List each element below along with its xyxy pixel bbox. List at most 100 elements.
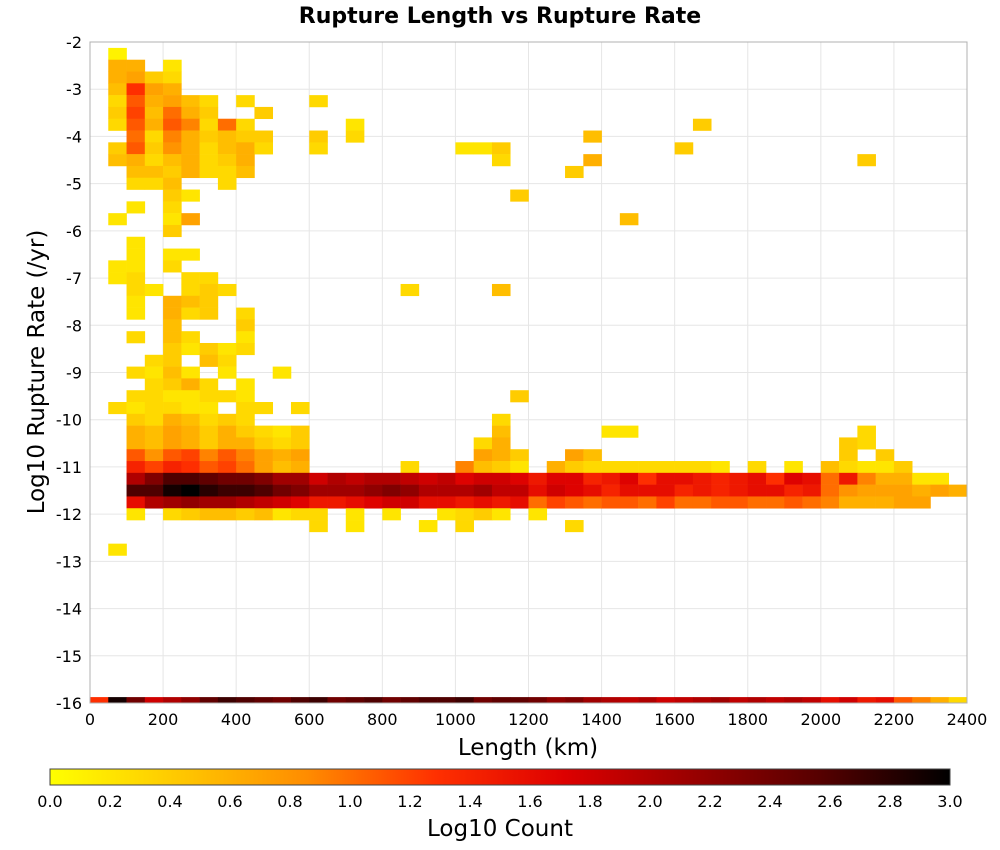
heatmap-cell — [163, 390, 182, 403]
heatmap-cell — [126, 154, 146, 167]
heatmap-cell — [144, 165, 164, 179]
heatmap-cell — [272, 461, 292, 474]
heatmap-cell — [473, 484, 493, 497]
heatmap-cell — [802, 496, 822, 509]
heatmap-cell — [217, 165, 237, 179]
heatmap-cell — [638, 461, 657, 474]
heatmap-cell — [144, 449, 164, 462]
heatmap-cell — [236, 342, 255, 356]
heatmap-cell — [108, 697, 127, 704]
heatmap-cell — [199, 165, 219, 179]
heatmap-cell — [236, 437, 255, 450]
heatmap-cell — [254, 130, 274, 143]
heatmap-cell — [601, 425, 621, 438]
heatmap-cell — [126, 118, 146, 131]
colorbar-tick-label: 1.6 — [517, 792, 542, 811]
heatmap-cell — [674, 472, 694, 485]
x-tick-label: 400 — [221, 710, 252, 729]
colorbar-tick-label: 0.6 — [217, 792, 242, 811]
heatmap-cell — [163, 449, 182, 462]
heatmap-cell — [144, 177, 164, 190]
heatmap-cell — [455, 508, 474, 521]
heatmap-cell — [309, 472, 328, 485]
heatmap-cell — [619, 484, 639, 497]
heatmap-cell — [711, 484, 730, 497]
heatmap-cell — [181, 154, 200, 167]
colorbar-tick-label: 3.0 — [937, 792, 962, 811]
heatmap-cell — [565, 484, 584, 497]
heatmap-cell — [583, 484, 602, 497]
heatmap-cell — [217, 461, 237, 474]
heatmap-cell — [163, 307, 182, 320]
heatmap-cell — [163, 413, 182, 426]
heatmap-cell — [290, 461, 310, 474]
x-tick-label: 0 — [85, 710, 95, 729]
heatmap-cell — [144, 496, 164, 509]
heatmap-cell — [181, 437, 200, 450]
heatmap-cell — [108, 59, 127, 72]
heatmap-cell — [364, 472, 383, 485]
colorbar-tick-label: 2.6 — [817, 792, 842, 811]
colorbar-tick-label: 2.8 — [877, 792, 902, 811]
heatmap-cell — [674, 461, 694, 474]
heatmap-cell — [199, 425, 219, 438]
heatmap-cell — [619, 472, 639, 485]
heatmap-cell — [546, 461, 566, 474]
heatmap-cell — [345, 130, 365, 143]
heatmap-cell — [236, 496, 255, 509]
heatmap-cell — [217, 472, 237, 485]
heatmap-cell — [108, 118, 127, 131]
heatmap-cell — [254, 449, 274, 462]
heatmap-cell — [199, 484, 219, 497]
heatmap-cell — [199, 342, 219, 356]
heatmap-cell — [181, 484, 200, 497]
heatmap-cell — [272, 472, 292, 485]
heatmap-cell — [601, 484, 621, 497]
heatmap-cell — [601, 461, 621, 474]
heatmap-cell — [473, 496, 493, 509]
heatmap-cell — [400, 461, 420, 474]
heatmap-cell — [163, 354, 182, 367]
heatmap-cell — [126, 272, 146, 285]
heatmap-cell — [236, 449, 255, 462]
heatmap-cell — [309, 95, 328, 108]
heatmap-cell — [510, 461, 529, 474]
heatmap-cell — [236, 697, 255, 704]
heatmap-cell — [217, 449, 237, 462]
heatmap-cell — [144, 154, 164, 167]
y-tick-label: -11 — [56, 458, 82, 477]
heatmap-cell — [163, 83, 182, 96]
heatmap-cell — [784, 484, 803, 497]
heatmap-cell — [345, 118, 365, 131]
heatmap-cell — [528, 472, 548, 485]
heatmap-cell — [217, 437, 237, 450]
heatmap-cell — [802, 484, 822, 497]
heatmap-cell — [126, 461, 146, 474]
heatmap-cell — [126, 59, 146, 72]
heatmap-cell — [912, 496, 931, 509]
heatmap-cell — [199, 697, 219, 704]
heatmap-cell — [181, 461, 200, 474]
y-tick-label: -4 — [66, 127, 82, 146]
y-tick-label: -10 — [56, 411, 82, 430]
heatmap-cell — [126, 425, 146, 438]
heatmap-cell — [619, 697, 639, 704]
heatmap-cell — [272, 437, 292, 450]
heatmap-cell — [857, 496, 876, 509]
heatmap-cell — [272, 508, 292, 521]
heatmap-cell — [510, 390, 529, 403]
heatmap-cell — [163, 461, 182, 474]
heatmap-cell — [309, 508, 328, 521]
heatmap-cell — [491, 413, 511, 426]
colorbar-tick-label: 0.4 — [157, 792, 182, 811]
heatmap-cell — [948, 484, 968, 497]
heatmap-cell — [565, 461, 584, 474]
heatmap-cell — [163, 106, 182, 120]
heatmap-cell — [893, 461, 913, 474]
heatmap-cell — [692, 461, 712, 474]
heatmap-cell — [163, 378, 182, 391]
heatmap-cell — [857, 472, 876, 485]
heatmap-cell — [254, 496, 274, 509]
heatmap-cell — [784, 496, 803, 509]
heatmap-cell — [163, 260, 182, 273]
